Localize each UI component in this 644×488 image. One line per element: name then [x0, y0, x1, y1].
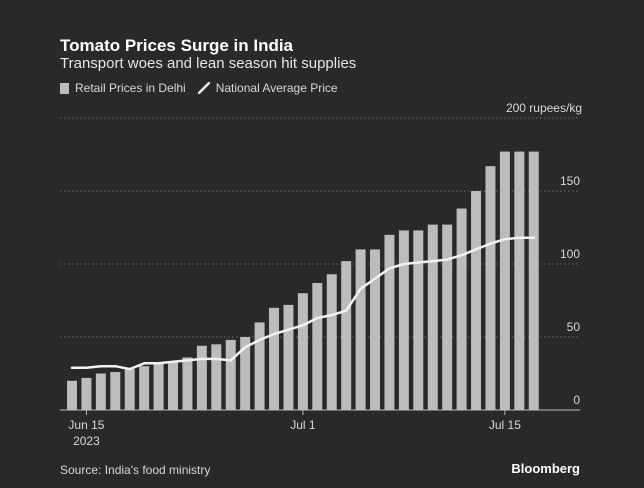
bar-retail-price	[182, 357, 193, 410]
bar-retail-price	[355, 249, 366, 410]
legend-item-retail: Retail Prices in Delhi	[60, 81, 186, 95]
chart-legend: Retail Prices in Delhi National Average …	[60, 81, 350, 95]
bar-retail-price	[196, 345, 207, 410]
bar-retail-price	[81, 377, 92, 410]
line-national-average	[70, 236, 536, 371]
y-tick-label: 100	[560, 247, 580, 261]
bar-retail-price	[153, 363, 164, 410]
bar-retail-price	[254, 322, 265, 410]
bar-retail-price	[269, 307, 280, 410]
bar-retail-price	[312, 282, 323, 410]
bar-retail-price	[67, 380, 77, 410]
brand-logo-text: Bloomberg	[511, 461, 580, 476]
bar-retail-price	[110, 372, 121, 410]
bar-retail-price	[240, 337, 251, 410]
bar-retail-price	[124, 369, 135, 410]
bar-retail-price	[168, 361, 179, 410]
bar-retail-price	[139, 366, 150, 410]
bar-retail-price	[427, 224, 438, 410]
legend-label-national: National Average Price	[215, 81, 338, 95]
bar-retail-price	[442, 224, 453, 410]
bar-retail-price	[283, 304, 294, 410]
bar-retail-price	[370, 249, 381, 410]
bar-retail-price	[413, 230, 424, 410]
bar-retail-price	[398, 230, 409, 410]
bar-retail-price	[471, 191, 482, 410]
bar-retail-price	[341, 261, 352, 410]
bar-retail-price	[297, 293, 308, 410]
bar-retail-price	[456, 208, 467, 410]
y-tick-label: 0	[573, 393, 580, 407]
bar-retail-price	[225, 339, 236, 410]
y-tick-label: 150	[560, 174, 580, 188]
chart-subtitle: Transport woes and lean season hit suppl…	[60, 55, 357, 72]
chart-title: Tomato Prices Surge in India	[60, 36, 294, 55]
bar-retail-price	[499, 151, 510, 410]
y-axis-unit-label: 200 rupees/kg	[505, 101, 582, 115]
x-tick-label: Jul 1	[290, 418, 316, 432]
bar-retail-price	[326, 274, 337, 410]
bar-retail-price	[211, 344, 222, 410]
x-tick-label: Jul 15	[489, 418, 521, 432]
bar-retail-price	[514, 151, 525, 410]
bar-retail-price	[528, 151, 539, 410]
source-note: Source: India's food ministry	[60, 463, 211, 477]
legend-label-retail: Retail Prices in Delhi	[75, 81, 186, 95]
y-tick-label: 50	[567, 320, 581, 334]
legend-line-swatch	[197, 82, 210, 94]
bar-retail-price	[384, 234, 395, 410]
x-tick-label: Jun 15	[68, 418, 104, 432]
legend-bar-swatch	[60, 82, 69, 94]
legend-item-national: National Average Price	[197, 81, 338, 95]
x-tick-sublabel: 2023	[73, 434, 100, 448]
bar-retail-price	[485, 166, 496, 410]
bar-retail-price	[95, 373, 106, 410]
